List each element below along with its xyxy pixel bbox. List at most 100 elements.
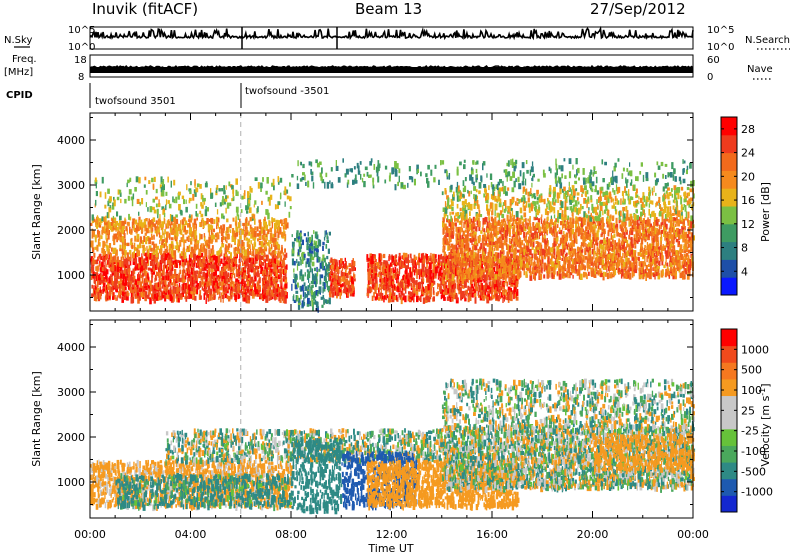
- range-gate-cell: [481, 263, 483, 269]
- range-gate-cell: [452, 228, 455, 235]
- range-gate-cell: [571, 264, 574, 269]
- range-gate-cell: [545, 249, 548, 253]
- range-gate-cell: [146, 245, 148, 251]
- range-gate-cell: [191, 260, 194, 266]
- range-gate-cell: [223, 185, 225, 192]
- range-gate-cell: [406, 265, 409, 269]
- range-gate-cell: [118, 189, 122, 194]
- range-gate-cell: [151, 219, 154, 225]
- range-gate-cell: [270, 244, 273, 249]
- range-gate-cell: [580, 273, 583, 280]
- range-gate-cell: [458, 279, 461, 284]
- range-gate-cell: [180, 292, 182, 298]
- range-gate-cell: [191, 286, 193, 292]
- range-gate-cell: [182, 237, 185, 243]
- range-gate-cell: [267, 196, 271, 202]
- range-gate-cell: [111, 219, 115, 223]
- range-gate-cell: [139, 201, 141, 206]
- range-gate-cell: [471, 218, 473, 223]
- range-gate-cell: [251, 257, 254, 262]
- range-gate-cell: [533, 216, 537, 221]
- range-gate-cell: [113, 196, 115, 201]
- range-gate-cell: [234, 252, 237, 257]
- range-gate-cell: [561, 243, 565, 250]
- range-gate-cell: [194, 191, 197, 197]
- range-gate-cell: [175, 214, 178, 218]
- range-gate-cell: [158, 199, 160, 204]
- range-gate-cell: [541, 248, 545, 256]
- range-gate-cell: [514, 262, 516, 266]
- range-gate-cell: [297, 249, 300, 256]
- range-gate-cell: [165, 280, 167, 287]
- range-gate-cell: [577, 246, 579, 252]
- range-gate-cell: [162, 276, 165, 281]
- range-gate-cell: [490, 233, 493, 239]
- range-gate-cell: [145, 202, 147, 208]
- range-gate-cell: [568, 227, 571, 234]
- range-gate-cell: [286, 195, 290, 200]
- range-gate-cell: [138, 295, 141, 301]
- range-gate-cell: [555, 231, 558, 238]
- range-gate-cell: [529, 223, 532, 230]
- range-gate-cell: [401, 282, 404, 288]
- range-gate-cell: [241, 228, 244, 235]
- range-gate-cell: [346, 265, 349, 270]
- range-gate-cell: [207, 226, 211, 233]
- range-gate-cell: [210, 188, 212, 195]
- range-gate-cell: [108, 207, 112, 213]
- range-gate-cell: [201, 246, 204, 253]
- range-gate-cell: [113, 239, 116, 246]
- range-gate-cell: [109, 205, 111, 209]
- range-gate-cell: [268, 268, 271, 275]
- range-gate-cell: [478, 285, 481, 290]
- range-gate-cell: [311, 284, 314, 288]
- range-gate-cell: [334, 268, 336, 274]
- range-gate-cell: [107, 291, 109, 298]
- range-gate-cell: [413, 254, 416, 261]
- range-gate-cell: [371, 282, 373, 288]
- range-gate-cell: [510, 256, 512, 262]
- range-gate-cell: [462, 230, 464, 235]
- range-gate-cell: [106, 212, 109, 219]
- range-gate-cell: [268, 290, 271, 297]
- range-gate-cell: [120, 229, 122, 233]
- range-gate-cell: [313, 301, 316, 305]
- range-gate-cell: [575, 269, 578, 274]
- range-gate-cell: [157, 221, 159, 228]
- range-gate-cell: [351, 276, 354, 283]
- range-gate-cell: [256, 254, 260, 259]
- range-gate-cell: [578, 268, 581, 275]
- range-gate-cell: [213, 219, 216, 224]
- range-gate-cell: [544, 239, 547, 245]
- range-gate-cell: [119, 192, 122, 197]
- range-gate-cell: [117, 189, 120, 195]
- range-gate-cell: [586, 262, 590, 269]
- range-gate-cell: [152, 183, 155, 189]
- range-gate-cell: [498, 268, 502, 273]
- range-gate-cell: [183, 199, 185, 205]
- range-gate-cell: [148, 284, 151, 289]
- range-gate-cell: [314, 273, 317, 280]
- range-gate-cell: [298, 240, 301, 247]
- range-gate-cell: [571, 253, 574, 258]
- range-gate-cell: [448, 278, 451, 283]
- range-gate-cell: [243, 280, 246, 288]
- range-gate-cell: [245, 295, 249, 300]
- range-gate-cell: [540, 264, 543, 271]
- range-gate-cell: [115, 265, 118, 272]
- range-gate-cell: [404, 295, 407, 303]
- range-gate-cell: [475, 253, 478, 260]
- range-gate-cell: [111, 289, 114, 297]
- range-gate-cell: [502, 268, 504, 274]
- range-gate-cell: [445, 232, 447, 238]
- range-gate-cell: [212, 254, 216, 261]
- range-gate-cell: [225, 230, 227, 236]
- range-gate-cell: [315, 247, 319, 253]
- range-gate-cell: [307, 231, 309, 237]
- range-gate-cell: [513, 221, 515, 229]
- range-gate-cell: [544, 231, 546, 237]
- range-gate-cell: [189, 222, 191, 227]
- range-gate-cell: [479, 294, 483, 301]
- range-gate-cell: [96, 244, 99, 252]
- range-gate-cell: [152, 294, 155, 301]
